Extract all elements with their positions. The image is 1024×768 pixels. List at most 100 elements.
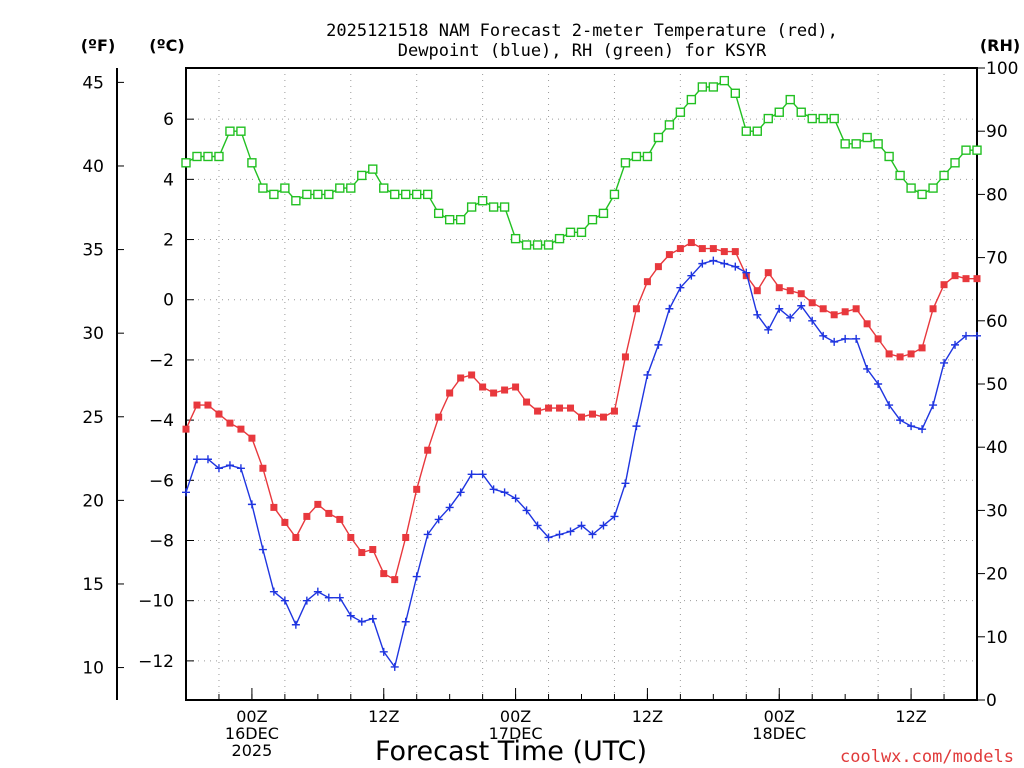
data-point [512,383,520,391]
chart-title-line2: Dewpoint (blue), RH (green) for KSYR [398,41,767,61]
data-point [237,425,245,433]
data-point [325,509,333,517]
data-point [675,107,686,117]
f-tick-label: 45 [82,73,104,93]
data-point [698,259,707,268]
data-point [578,413,585,421]
series-line [185,79,977,246]
data-point [577,521,586,530]
data-point [424,446,432,454]
data-point [280,596,289,605]
data-point [819,305,827,313]
data-point [248,434,256,442]
rh-tick-label: 70 [986,249,1008,269]
data-point [621,353,629,361]
data-point [940,358,949,367]
data-point [434,515,443,524]
data-point [215,410,223,418]
data-point [565,227,576,238]
data-point [918,425,927,434]
data-point [193,401,201,409]
data-point [335,183,345,193]
data-point [521,240,532,250]
data-point [499,202,510,212]
data-point [709,256,718,265]
rh-tick-label: 30 [986,501,1008,521]
data-point [686,94,697,105]
data-point [488,202,499,212]
data-point [775,304,784,313]
chart-title-line1: 2025121518 NAM Forecast 2-meter Temperat… [326,21,838,41]
series-layer [181,75,982,671]
data-point [489,485,498,494]
c-tick-label: −8 [149,531,174,551]
rh-tick-label: 10 [986,628,1008,648]
data-point [951,340,960,349]
data-point [457,374,465,382]
data-point [357,617,366,626]
data-point [380,570,388,578]
data-point [610,512,619,521]
data-point [523,398,531,406]
data-point [698,245,706,253]
c-tick-label: 0 [163,291,174,311]
data-point [709,245,717,253]
data-point [368,164,378,174]
data-point [511,494,520,503]
celsius-unit-label: (ºC) [149,36,184,55]
data-point [500,488,509,497]
data-point [599,521,608,530]
data-point [435,413,443,421]
rh-tick-label: 50 [986,375,1008,395]
data-point [687,271,696,280]
data-point [587,214,598,225]
data-point [929,401,938,410]
data-point [961,145,971,155]
data-point [918,344,926,352]
data-point [730,88,741,98]
data-point [303,512,311,520]
data-point [347,533,355,541]
data-point [676,283,685,292]
data-point [214,464,223,473]
rh-tick-label: 40 [986,438,1008,458]
data-point [269,587,278,596]
rh-tick-label: 90 [986,122,1008,142]
data-point [697,82,708,92]
data-point [588,410,596,418]
rh-tick-label: 20 [986,565,1008,585]
x-tick-label: 12Z [895,707,926,726]
data-point [819,331,828,340]
data-point [664,120,675,130]
data-point [741,126,751,136]
data-point [884,151,894,162]
data-point [797,301,806,310]
data-point [588,530,597,539]
data-point [654,340,663,349]
data-point [412,572,421,581]
rh-tick-label: 0 [986,691,997,711]
data-point [203,455,212,464]
data-point [940,281,948,289]
data-point [599,413,607,421]
data-point [775,284,783,292]
data-point [962,331,971,340]
data-point [731,248,739,256]
data-point [556,404,564,412]
data-point [841,308,849,316]
data-point [962,275,970,283]
data-point [906,183,916,193]
data-point [907,350,915,358]
data-point [446,389,454,397]
data-point [796,107,806,117]
data-point [501,386,509,394]
data-point [797,290,805,298]
data-point [785,94,795,105]
data-point [477,196,488,206]
x-tick-label: 00Z [236,707,267,726]
data-point [390,189,400,200]
data-point [764,269,772,277]
data-point [665,304,674,313]
data-point [643,370,652,379]
data-point [291,620,300,629]
